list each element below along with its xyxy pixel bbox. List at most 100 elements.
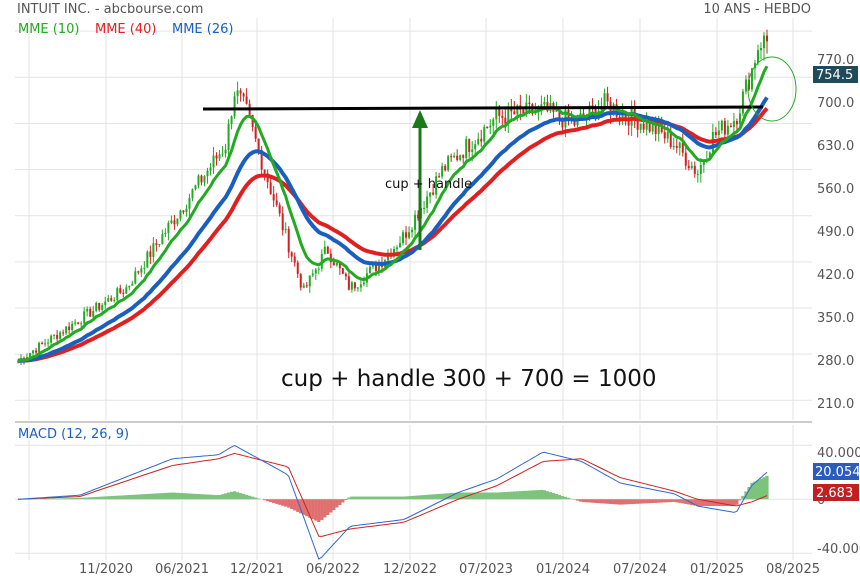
macd-hist-bar [374, 496, 378, 500]
macd-hist-bar [338, 499, 342, 505]
macd-hist-bar [278, 499, 282, 505]
candle-body [474, 144, 477, 150]
macd-hist-bar [392, 496, 396, 500]
candle-body [242, 93, 245, 97]
macd-hist-bar [560, 495, 565, 500]
candle-body [302, 285, 305, 288]
candle-body [399, 243, 402, 248]
candle-body [206, 170, 209, 177]
macd-hist-bar [431, 494, 435, 500]
candle-body [543, 101, 546, 105]
candle-body [438, 176, 441, 178]
macd-hist-bar [461, 492, 465, 500]
macd-hist-bar [738, 499, 742, 501]
macd-hist-bar [398, 496, 402, 500]
macd-hist-bar [708, 499, 712, 506]
candle-body [630, 107, 633, 126]
candle-body [209, 167, 212, 171]
macd-grid [15, 425, 812, 560]
candle-body [116, 288, 119, 301]
macd-hist-bar [145, 493, 149, 500]
macd-hist-bar [639, 499, 643, 504]
candle-body [750, 68, 753, 90]
macd-hist-bar [199, 494, 204, 500]
candle-body [131, 283, 134, 286]
macd-hist-bar [49, 498, 53, 500]
x-tick-label: 06/2022 [306, 562, 360, 577]
macd-hist-bar [506, 491, 510, 500]
macd-hist-bar [554, 494, 559, 500]
candle-body [459, 155, 462, 160]
macd-hist-bar [488, 492, 492, 500]
macd-hist-bar [266, 499, 270, 502]
candle-body [182, 210, 185, 213]
candle-body [690, 165, 693, 169]
macd-hist-bar [353, 496, 357, 500]
macd-hist-bar [118, 495, 122, 500]
macd-hist-bar [557, 494, 562, 500]
macd-hist-bar [166, 492, 171, 500]
macd-hist-bar [202, 494, 207, 500]
candle-body [353, 282, 356, 289]
candle-body [402, 232, 405, 244]
candle-body [699, 164, 702, 174]
candle-body [119, 288, 122, 293]
macd-hist-bar [578, 499, 583, 502]
macd-hist-bar [443, 493, 447, 500]
candle-body [101, 305, 104, 310]
macd-hist-bar [100, 496, 104, 500]
macd-hist-bar [181, 493, 186, 500]
candle-body [251, 114, 254, 127]
candle-body [501, 115, 504, 118]
candle-body [197, 175, 200, 186]
candle-body [167, 223, 170, 233]
macd-hist-bar [302, 499, 306, 515]
macd-hist-bar [395, 496, 399, 500]
macd-hist-bar [533, 490, 537, 500]
candle-body [723, 120, 726, 135]
macd-hist-bar [618, 499, 622, 505]
candle-body [263, 169, 266, 174]
macd-hist-bar [64, 498, 68, 500]
macd-line [17, 444, 768, 560]
candle-body [17, 360, 19, 362]
macd-hist-bar [425, 494, 429, 500]
candle-body [125, 287, 128, 294]
macd-hist-bar [356, 496, 360, 500]
candle-body [215, 155, 218, 159]
candle-body [359, 284, 362, 288]
candle-body [332, 262, 335, 266]
candle-body [275, 200, 278, 205]
macd-hist-bar [287, 499, 291, 508]
macd-hist-bar [344, 499, 348, 501]
candle-body [173, 220, 176, 225]
macd-hist-bar [705, 499, 709, 506]
macd-hist-bar [359, 496, 363, 500]
candle-body [504, 117, 507, 124]
candle-body [137, 271, 140, 273]
macd-hist-bar [416, 495, 420, 500]
macd-hist-bar [407, 496, 411, 500]
candle-body [146, 251, 149, 268]
macd-value-badge [813, 463, 859, 480]
macd-hist-bar [94, 496, 98, 500]
candle-body [486, 126, 489, 128]
macd-hist-bar [536, 490, 540, 500]
macd-hist-bar [299, 499, 303, 514]
macd-hist-bar [651, 499, 655, 504]
macd-hist-bar [73, 498, 77, 500]
macd-hist-bar [115, 495, 119, 500]
macd-hist-bar [452, 492, 456, 500]
macd-hist-bar [512, 491, 516, 500]
candle-body [212, 155, 215, 168]
candle-body [287, 228, 290, 253]
candle-body [377, 263, 380, 271]
macd-hist-bar [455, 492, 459, 500]
candle-body [344, 273, 347, 277]
candle-body [122, 292, 125, 294]
candle-body [347, 276, 350, 290]
macd-hist-bar [365, 496, 369, 500]
candle-body [38, 342, 41, 353]
x-tick-label: 12/2021 [230, 562, 284, 577]
